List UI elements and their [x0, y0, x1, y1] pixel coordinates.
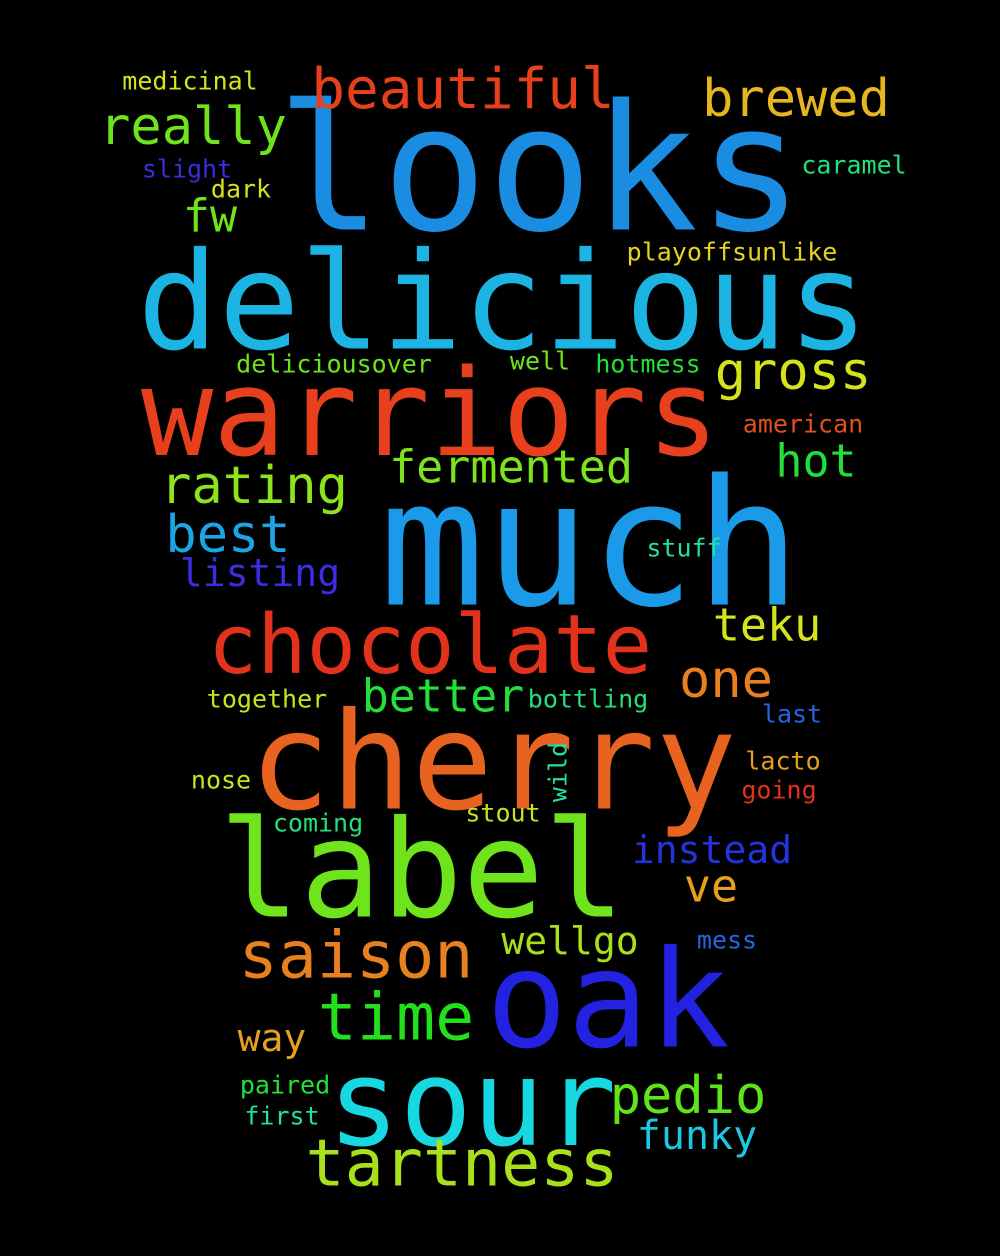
word-beautiful: beautiful	[311, 57, 615, 122]
word-first: first	[244, 1101, 320, 1131]
word-chocolate: chocolate	[207, 598, 653, 693]
word-nose: nose	[190, 765, 252, 795]
word-caramel: caramel	[801, 150, 907, 180]
word-cherry: cherry	[249, 683, 737, 841]
word-sour: sour	[327, 1035, 617, 1174]
word-label: label	[218, 791, 626, 949]
word-fermented: fermented	[389, 440, 633, 494]
word-playoffsunlike: playoffsunlike	[626, 237, 838, 267]
word-going: going	[741, 775, 817, 805]
word-wellgo: wellgo	[501, 919, 639, 963]
word-mess: mess	[696, 925, 758, 955]
word-paired: paired	[239, 1070, 331, 1100]
word-best: best	[165, 505, 291, 565]
word-much: much	[379, 443, 801, 647]
word-together: together	[206, 684, 328, 714]
word-delicious: delicious	[137, 223, 869, 381]
word-instead: instead	[631, 828, 793, 872]
word-stuff: stuff	[646, 533, 722, 563]
word-way: way	[237, 1016, 307, 1060]
word-time: time	[317, 980, 475, 1056]
word-funky: funky	[636, 1113, 758, 1159]
word-well: well	[509, 346, 571, 376]
word-hotmess: hotmess	[595, 349, 701, 379]
word-wild: wild	[543, 741, 573, 803]
word-hot: hot	[775, 434, 857, 488]
word-looks: looks	[276, 68, 804, 272]
word-warriors: warriors	[141, 345, 719, 484]
word-listing: listing	[179, 551, 341, 595]
word-better: better	[361, 669, 525, 723]
word-one: one	[679, 650, 773, 710]
word-dark: dark	[210, 174, 272, 204]
word-really: really	[99, 97, 287, 157]
word-fw: fw	[182, 189, 238, 243]
word-medicinal: medicinal	[122, 66, 258, 96]
word-lacto: lacto	[745, 746, 821, 776]
word-ve: ve	[683, 859, 739, 913]
word-deliciousover: deliciousover	[236, 349, 432, 379]
word-american: american	[742, 409, 864, 439]
word-tartness: tartness	[305, 1126, 619, 1202]
word-rating: rating	[160, 456, 348, 516]
word-gross: gross	[714, 342, 872, 402]
word-slight: slight	[141, 154, 233, 184]
word-brewed: brewed	[702, 69, 890, 129]
word-teku: teku	[712, 598, 822, 652]
word-coming: coming	[272, 808, 364, 838]
word-pedio: pedio	[609, 1066, 767, 1126]
word-stout: stout	[465, 798, 541, 828]
word-oak: oak	[486, 921, 730, 1079]
word-saison: saison	[238, 918, 474, 994]
word-bottling: bottling	[527, 684, 649, 714]
word-last: last	[761, 699, 823, 729]
